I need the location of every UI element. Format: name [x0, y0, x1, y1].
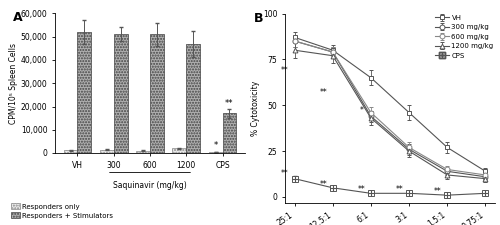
Text: **: **: [281, 169, 289, 178]
Y-axis label: % Cytotoxicity: % Cytotoxicity: [251, 80, 260, 136]
Bar: [136, 151, 150, 153]
Bar: [150, 34, 164, 153]
Bar: [209, 152, 222, 153]
Legend: VH, 300 mg/kg, 600 mg/kg, 1200 mg/kg, CPS: VH, 300 mg/kg, 600 mg/kg, 1200 mg/kg, CP…: [435, 15, 494, 59]
Text: A: A: [13, 11, 23, 24]
Bar: [114, 34, 128, 153]
Text: Saquinavir (mg/kg): Saquinavir (mg/kg): [113, 181, 187, 190]
Bar: [222, 113, 236, 153]
Text: B: B: [254, 12, 263, 25]
Legend: Responders only, Responders + Stimulators: Responders only, Responders + Stimulator…: [8, 201, 116, 222]
Text: *: *: [214, 141, 218, 150]
Text: **: **: [320, 88, 327, 97]
Text: **: **: [281, 66, 289, 75]
Bar: [64, 150, 78, 153]
Text: *: *: [360, 106, 364, 115]
Text: **: **: [434, 187, 442, 196]
Text: **: **: [320, 180, 327, 189]
Bar: [100, 150, 114, 153]
Bar: [186, 44, 200, 153]
Text: **: **: [358, 185, 365, 194]
Bar: [78, 32, 91, 153]
Text: **: **: [225, 99, 234, 108]
Bar: [172, 148, 186, 153]
Y-axis label: CPM/10⁵ Spleen Cells: CPM/10⁵ Spleen Cells: [9, 43, 18, 124]
Text: **: **: [396, 185, 404, 194]
